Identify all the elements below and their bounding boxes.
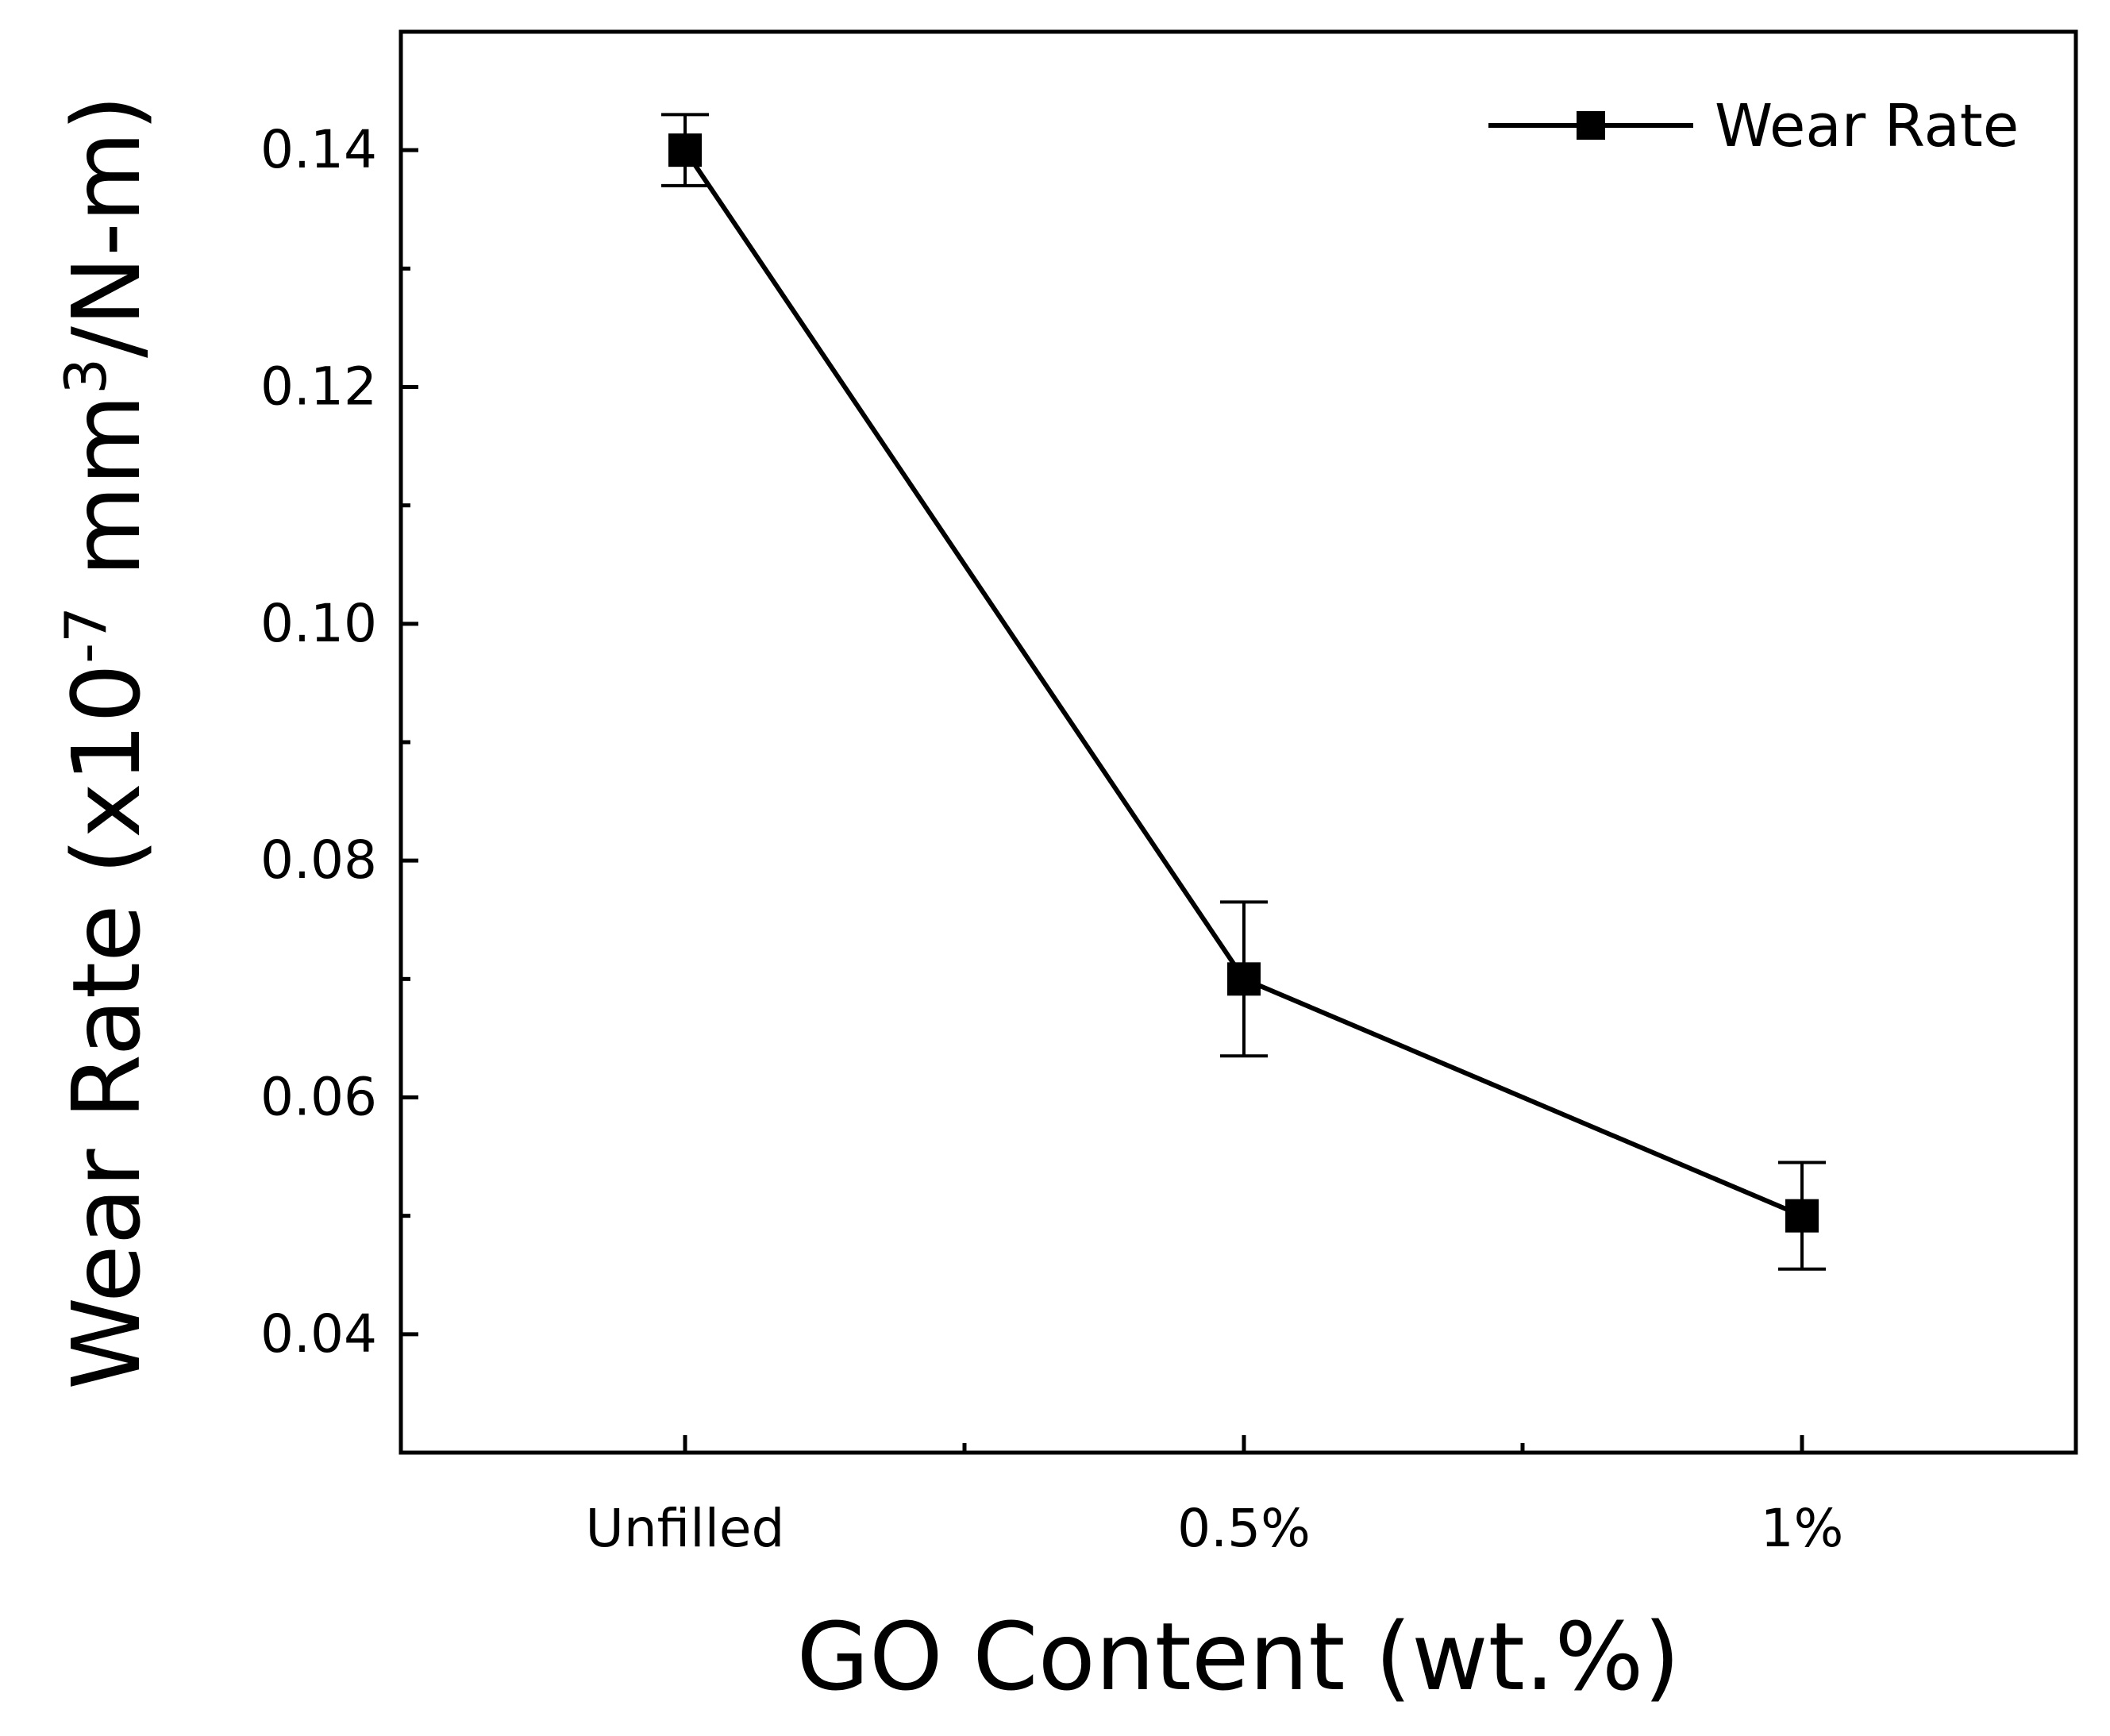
x-tick-label-0-5-percent: 0.5% [1177, 1498, 1311, 1559]
y-axis-title-suffix: /N-m) [52, 94, 161, 358]
y-tick-label-3: 0.10 [260, 593, 377, 654]
y-axis-title-exponent-2: 3 [52, 358, 119, 395]
y-tick-label-2: 0.08 [260, 830, 377, 891]
data-point-marker-0 [668, 133, 702, 167]
legend-label: Wear Rate [1715, 92, 2019, 160]
y-tick-label-0: 0.04 [260, 1303, 377, 1365]
x-axis-title: GO Content (wt.%) [796, 1602, 1680, 1711]
y-axis-title: Wear Rate (x10-7 mm3/N-m) [52, 94, 161, 1389]
y-axis-title-prefix: Wear Rate (x10 [52, 664, 161, 1390]
y-tick-label-4: 0.12 [260, 356, 377, 418]
y-tick-label-5: 0.14 [260, 119, 377, 180]
y-axis-title-exponent-1: -7 [52, 606, 119, 664]
x-tick-labels: Unfilled 0.5% 1% [586, 1498, 1844, 1559]
legend-marker [1577, 111, 1605, 140]
wear-rate-series [661, 113, 1826, 1271]
x-tick-label-unfilled: Unfilled [586, 1498, 785, 1559]
data-point-marker-2 [1785, 1199, 1819, 1233]
legend: Wear Rate [1488, 92, 2019, 160]
y-tick-labels: 0.04 0.06 0.08 0.10 0.12 0.14 [260, 119, 377, 1365]
y-axis-ticks [401, 148, 418, 1337]
data-point-marker-1 [1227, 962, 1261, 996]
y-tick-label-1: 0.06 [260, 1067, 377, 1128]
y-axis-title-mid: mm [52, 395, 161, 606]
x-axis-ticks [683, 1435, 1804, 1453]
x-tick-label-1-percent: 1% [1761, 1498, 1844, 1559]
